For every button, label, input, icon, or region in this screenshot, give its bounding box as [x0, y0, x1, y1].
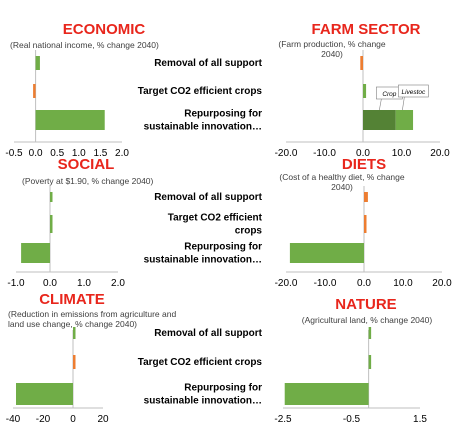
tick-label: 20.0	[432, 278, 452, 289]
panel-subtitle: (Cost of a healthy diet, % change	[279, 172, 404, 182]
scenario-label: Removal of all support	[154, 328, 262, 339]
tick-label: -40	[6, 414, 21, 425]
bar	[289, 243, 364, 263]
scenario-label: sustainable innovation…	[144, 255, 262, 266]
scenario-label: Repurposing for	[184, 109, 262, 120]
bar	[35, 56, 40, 70]
scenario-label: Removal of all support	[154, 58, 262, 69]
panel-subtitle: 2040)	[321, 49, 343, 59]
tick-label: 1.0	[72, 148, 86, 159]
bar	[364, 192, 368, 202]
panel-subtitle: land use change, % change 2040)	[8, 319, 137, 329]
bar	[33, 84, 36, 98]
scenario-label: Repurposing for	[184, 383, 262, 394]
tick-label: 20.0	[430, 148, 450, 159]
tick-label: 0.0	[357, 278, 371, 289]
panel-title: SOCIAL	[58, 156, 115, 173]
tick-label: 0	[70, 414, 76, 425]
tick-label: 2.0	[115, 148, 129, 159]
tick-label: -20	[36, 414, 51, 425]
callout-livestock: Livestoc	[398, 84, 429, 111]
panel-title: CLIMATE	[39, 291, 105, 308]
tick-label: -10.0	[313, 148, 336, 159]
tick-label: -0.5	[5, 148, 23, 159]
bar	[364, 215, 367, 233]
panel-subtitle: (Agricultural land, % change 2040)	[302, 315, 433, 325]
bar	[73, 327, 76, 339]
panel-social: SOCIAL (Poverty at $1.90, % change 2040) -…	[7, 156, 262, 289]
bar	[21, 243, 50, 263]
scenario-label: Removal of all support	[154, 192, 262, 203]
panel-subtitle: (Reduction in emissions from agriculture…	[8, 309, 176, 319]
bar	[284, 383, 369, 405]
tick-label: 0.0	[29, 148, 43, 159]
panel-title: FARM SECTOR	[312, 21, 421, 38]
panel-title: DIETS	[342, 156, 386, 173]
bar	[35, 110, 105, 130]
bar	[363, 84, 367, 98]
tick-label: -2.5	[274, 414, 292, 425]
tick-label: -1.0	[7, 278, 25, 289]
bar	[50, 215, 53, 233]
tick-label: 20	[97, 414, 109, 425]
tick-label: 2.0	[111, 278, 125, 289]
tick-label: 0.0	[43, 278, 57, 289]
bar-segment	[395, 110, 414, 130]
bar	[368, 355, 372, 369]
callout-leader	[379, 98, 382, 111]
callout-crop: Crop	[376, 86, 403, 111]
tick-label: 1.5	[413, 414, 427, 425]
tick-label: 1.5	[93, 148, 107, 159]
panel-title: ECONOMIC	[63, 21, 146, 38]
bar-segment	[363, 110, 396, 130]
scenario-label: Target CO2 efficient crops	[138, 357, 263, 368]
tick-label: 0.5	[50, 148, 64, 159]
panel-title: NATURE	[335, 296, 396, 313]
panel-climate: CLIMATE(Reduction in emissions from agri…	[6, 291, 263, 425]
tick-label: -20.0	[275, 148, 298, 159]
panel-subtitle: 2040)	[331, 182, 353, 192]
scenario-label: Target CO2 efficient	[168, 213, 263, 224]
panel-diets: DIETS(Cost of a healthy diet, % change20…	[275, 156, 453, 289]
panel-subtitle: (Farm production, % change	[278, 39, 386, 49]
bar	[16, 383, 73, 405]
bar	[368, 327, 372, 339]
panel-nature: NATURE (Agricultural land, % change 2040)…	[274, 296, 432, 425]
scenario-label: Target CO2 efficient crops	[138, 86, 263, 97]
callout-leader	[402, 96, 405, 111]
tick-label: 10.0	[393, 278, 413, 289]
bar	[73, 355, 76, 369]
scenario-label: crops	[235, 226, 263, 237]
callout-label: Livestoc	[401, 89, 426, 96]
panel-subtitle: (Poverty at $1.90, % change 2040)	[22, 176, 154, 186]
bar	[360, 56, 363, 70]
scenario-label: Repurposing for	[184, 242, 262, 253]
tick-label: -10.0	[314, 278, 337, 289]
panel-farm: FARM SECTOR(Farm production, % change204…	[275, 21, 451, 159]
scenario-label: sustainable innovation…	[144, 122, 262, 133]
callout-box	[398, 84, 429, 98]
panel-subtitle: (Real national income, % change 2040)	[10, 40, 159, 50]
panel-economic: ECONOMIC (Real national income, % change …	[5, 21, 262, 159]
tick-label: 1.0	[77, 278, 91, 289]
tick-label: -0.5	[343, 414, 361, 425]
scenario-label: sustainable innovation…	[144, 396, 262, 407]
tick-label: 0.0	[356, 148, 370, 159]
callout-label: Crop	[382, 91, 396, 98]
bar	[50, 192, 53, 202]
tick-label: 10.0	[392, 148, 412, 159]
tick-label: -20.0	[275, 278, 298, 289]
